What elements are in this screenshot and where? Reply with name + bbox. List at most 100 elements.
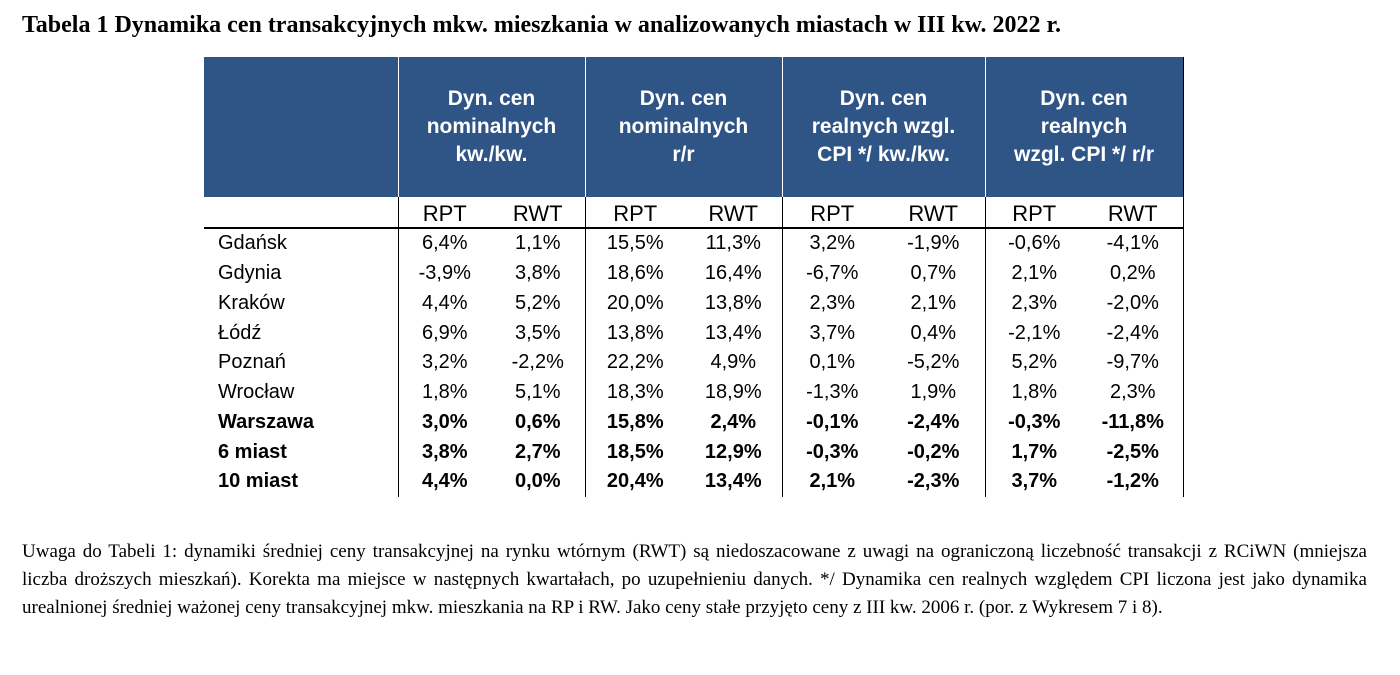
value-cell: 0,6% [514,410,561,433]
value-cell: 11,3% [705,232,761,255]
subheader-empty [204,197,398,229]
table-row: Poznań 3,2% -2,2% 22,2% 4,9% 0,1% -5,2% 5,2% -9,… [204,348,1184,378]
city-cell: 6 miast [218,440,287,463]
subheader-cell: RPT [984,197,1083,229]
city-cell: 10 miast [218,470,299,493]
value-cell: -11,8% [1083,407,1184,438]
value-cell: 2,3% [1083,377,1184,408]
subheader-cell: RWT [882,197,985,229]
subheader-cell: RWT [685,197,782,229]
table-row: Łódź 6,9% 3,5% 13,8% 13,4% 3,7% 0,4% -2,1% -2,4% [204,318,1184,348]
value-cell: -5,2% [907,351,960,374]
table-row: Kraków 4,4% 5,2% 20,0% 13,8% 2,3% 2,1% 2,3% -2,0… [204,288,1184,319]
value-cell: 20,0% [584,288,685,319]
value-cell: 3,7% [984,467,1083,497]
value-cell: 1,1% [514,232,561,255]
table-body: Gdańsk 6,4% 1,1% 15,5% 11,3% 3,2% -1,9% -0,6% -4… [204,228,1184,497]
value-cell: -3,9% [397,258,491,289]
subheader-cell: RPT [397,197,491,229]
table-row: 6 miast 3,8% 2,7% 18,5% 12,9% -0,3% -0,2% 1,7% -… [204,437,1184,467]
value-cell: 15,8% [584,407,685,438]
value-cell: 22,2% [584,348,685,378]
value-cell: -9,7% [1083,348,1184,378]
table-row: Gdynia -3,9% 3,8% 18,6% 16,4% -6,7% 0,7% 2,1% 0,… [204,258,1184,289]
table-title: Tabela 1 Dynamika cen transakcyjnych mkw… [22,12,1061,38]
value-cell: 2,3% [781,288,882,319]
value-cell: 13,4% [704,321,762,344]
value-cell: 0,4% [910,321,957,344]
value-cell: 18,5% [584,437,685,467]
value-cell: 4,4% [397,467,491,497]
value-cell: 4,4% [397,288,491,319]
value-cell: -2,0% [1083,288,1184,319]
subheader-cell: RWT [491,197,585,229]
value-cell: 5,1% [514,381,561,404]
value-cell: 6,4% [397,228,491,259]
value-cell: -0,1% [781,407,882,438]
value-cell: 13,8% [704,291,762,314]
value-cell: -2,1% [984,318,1083,348]
group-header-nominal-qq: Dyn. cen nominalnych kw./kw. [397,57,585,197]
value-cell: 3,8% [397,437,491,467]
value-cell: 3,0% [397,407,491,438]
value-cell: 1,8% [984,377,1083,408]
header-corner [204,57,398,197]
price-dynamics-table: Dyn. cen nominalnych kw./kw. Dyn. cen no… [204,57,1184,497]
value-cell: 1,7% [984,437,1083,467]
value-cell: -0,3% [984,407,1083,438]
value-cell: 5,2% [984,348,1083,378]
city-cell: Gdynia [218,262,282,285]
group-header-real-yy: Dyn. cen realnych wzgl. CPI */ r/r [984,57,1184,197]
value-cell: 18,6% [584,258,685,289]
table-row: Warszawa 3,0% 0,6% 15,8% 2,4% -0,1% -2,4% -0,3%… [204,407,1184,438]
value-cell: 3,2% [781,228,882,259]
value-cell: 0,2% [1083,258,1184,289]
table-row: 10 miast 4,4% 0,0% 20,4% 13,4% 2,1% -2,3% 3,7% -… [204,467,1184,497]
value-cell: 13,8% [584,318,685,348]
value-cell: -0,2% [907,440,960,463]
value-cell: 4,9% [710,351,757,374]
value-cell: -6,7% [781,258,882,289]
value-cell: 3,8% [514,262,561,285]
value-cell: -4,1% [1083,228,1184,259]
value-cell: 0,1% [781,348,882,378]
value-cell: -1,9% [907,232,960,255]
table-note: Uwaga do Tabeli 1: dynamiki średniej cen… [22,541,1367,618]
value-cell: -2,4% [907,410,960,433]
value-cell: 2,7% [514,440,561,463]
value-cell: 3,5% [514,321,561,344]
value-cell: 16,4% [704,262,762,285]
table-row: Gdańsk 6,4% 1,1% 15,5% 11,3% 3,2% -1,9% -0,6% -4… [204,228,1184,259]
subheader-cell: RPT [584,197,685,229]
city-cell: Łódź [218,321,262,344]
value-cell: 2,1% [781,467,882,497]
value-cell: 12,9% [704,440,762,463]
value-cell: -1,3% [781,377,882,408]
value-cell: 2,4% [710,410,757,433]
value-cell: -1,2% [1083,467,1184,497]
value-cell: 1,9% [910,381,957,404]
group-header-real-qq: Dyn. cen realnych wzgl. CPI */ kw./kw. [781,57,985,197]
value-cell: 13,4% [704,470,762,493]
value-cell: 3,7% [781,318,882,348]
value-cell: 15,5% [584,228,685,259]
value-cell: 3,2% [397,348,491,378]
value-cell: 1,8% [397,377,491,408]
table-row: Wrocław 1,8% 5,1% 18,3% 18,9% -1,3% 1,9% 1,8% 2,… [204,377,1184,408]
city-cell: Kraków [218,291,285,314]
value-cell: 6,9% [397,318,491,348]
subheader-cell: RPT [781,197,882,229]
value-cell: -0,3% [781,437,882,467]
value-cell: 5,2% [514,291,561,314]
value-cell: -2,2% [511,351,564,374]
value-cell: -2,4% [1083,318,1184,348]
value-cell: 18,9% [704,381,762,404]
group-header-nominal-yy: Dyn. cen nominalnych r/r [584,57,782,197]
subheader-row: RPT RWT RPT RWT RPT RWT RPT RWT [204,197,1184,229]
value-cell: -2,5% [1083,437,1184,467]
city-cell: Poznań [218,351,286,374]
city-cell: Gdańsk [218,232,287,255]
group-header-row: Dyn. cen nominalnych kw./kw. Dyn. cen no… [204,57,1184,197]
value-cell: 2,3% [984,288,1083,319]
city-cell: Warszawa [218,410,314,433]
